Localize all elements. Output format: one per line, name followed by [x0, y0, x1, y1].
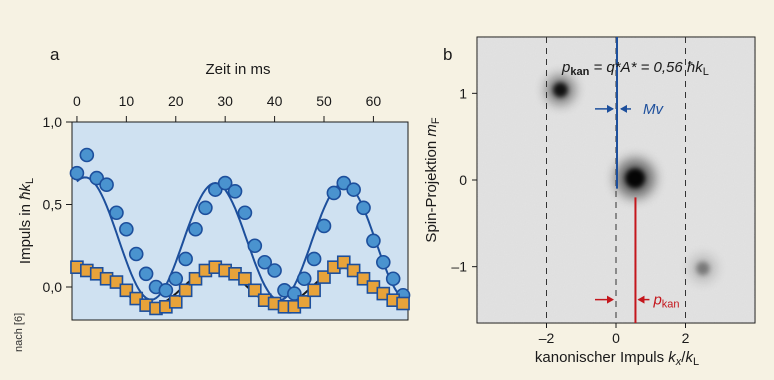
panel-a-point-square	[238, 271, 252, 286]
panel-a-point-square	[396, 296, 410, 311]
panel-b-spot-core	[625, 168, 646, 189]
panel-b-blue-arrow-label: Mv	[643, 101, 664, 118]
panel-a-point-circle	[188, 221, 203, 237]
panel-b-x-tick-label: 0	[612, 330, 620, 346]
panel-a-point-square	[346, 263, 361, 278]
panel-a-point-square	[188, 271, 203, 286]
panel-a-x-tick-label: 50	[316, 93, 332, 109]
panel-a-x-tick-label: 30	[217, 93, 233, 109]
panel-a-y-axis-title: Impuls in ħkL	[17, 178, 36, 264]
panel-b-y-ticks: 1 0 –1	[451, 85, 477, 275]
panel-a-point-circle	[326, 185, 342, 201]
panel-b-spots	[546, 75, 716, 282]
panel-a-point-square	[336, 255, 351, 270]
panel-a-point-circle	[296, 271, 312, 287]
panel-a: a Zeit in ms Impuls in ħkL 0 10 20 30 40 50 60…	[17, 45, 411, 321]
panel-a-point-square	[307, 283, 321, 298]
panel-a-point-square	[119, 283, 134, 298]
panel-a-x-tick-label: 60	[366, 93, 382, 109]
panel-a-point-circle	[237, 205, 253, 221]
panel-a-point-square	[297, 295, 312, 309]
panel-a-point-circle	[247, 238, 263, 254]
panel-a-point-circle	[207, 182, 223, 197]
panel-b-y-tick-label: 0	[459, 172, 467, 188]
panel-b-x-tick-label: 2	[682, 330, 690, 346]
panel-a-point-circle	[346, 182, 361, 197]
panel-b-red-arrowhead-left	[607, 295, 614, 304]
panel-a-point-circle	[356, 200, 371, 216]
panel-a-point-circle	[227, 184, 243, 199]
panel-b-spot-core	[696, 261, 710, 276]
panel-b-letter: b	[443, 45, 452, 64]
panel-b-red-arrow-label: pkan	[652, 292, 679, 311]
panel-a-data-points	[69, 147, 411, 316]
panel-a-x-tick-label: 40	[267, 93, 283, 109]
panel-a-point-circle	[198, 200, 213, 216]
panel-a-point-square	[356, 271, 371, 286]
panel-a-point-circle	[375, 254, 391, 270]
panel-b-x-ticks: –2 0 2	[539, 323, 690, 346]
panel-a-point-circle	[316, 218, 332, 234]
panel-a-point-circle	[79, 147, 95, 163]
panel-a-x-tick-label: 10	[119, 93, 135, 109]
panel-a-point-circle	[89, 170, 105, 186]
panel-b-momentum-lines	[616, 37, 637, 323]
panel-a-point-circle	[306, 251, 322, 267]
panel-b-blue-arrowhead-right	[620, 104, 627, 113]
panel-b-x-tick-label: –2	[539, 330, 555, 346]
panel-a-point-square	[178, 283, 193, 298]
panel-a-point-circle	[138, 266, 154, 282]
panel-b-red-arrowhead-right	[637, 295, 645, 304]
panel-a-x-axis-title: Zeit in ms	[205, 61, 270, 78]
credit-text: nach [6]	[13, 313, 25, 352]
panel-a-point-circle	[128, 246, 144, 262]
panel-a-x-tick-label: 20	[168, 93, 184, 109]
panel-a-y-tick-label: 0,5	[43, 197, 63, 213]
panel-b-y-axis-title: Spin-Projektion mF	[423, 117, 442, 242]
panel-a-point-circle	[158, 282, 174, 298]
panel-b-x-axis-title: kanonischer Impuls kx/kL	[535, 349, 699, 368]
panel-a-x-ticks: 0 10 20 30 40 50 60	[73, 93, 381, 122]
panel-a-point-circle	[267, 263, 282, 278]
panel-a-point-circle	[119, 221, 134, 237]
panel-a-point-square	[248, 283, 262, 298]
panel-a-x-tick-label: 0	[73, 93, 81, 109]
panel-a-point-circle	[178, 251, 193, 267]
panel-a-point-circle	[366, 233, 381, 249]
panel-a-point-square	[317, 270, 331, 284]
panel-a-point-circle	[109, 205, 124, 221]
panel-b: b –2 0 2 1 0 –1 Mv pkan pkan = q*A* = 0,56 ħkL…	[423, 36, 756, 368]
panel-a-y-tick-label: 1,0	[43, 114, 63, 130]
panel-b-spot-core	[553, 82, 568, 98]
panel-a-point-circle	[168, 271, 184, 287]
panel-a-point-circle	[257, 254, 273, 270]
panel-b-blue-arrowhead-left	[607, 104, 614, 113]
panel-a-point-square	[168, 295, 183, 309]
panel-b-annotations: Mv pkan pkan = q*A* = 0,56 ħkL	[561, 59, 709, 311]
panel-a-point-circle	[69, 165, 85, 181]
panel-a-point-circle	[385, 271, 401, 287]
panel-a-y-tick-label: 0,0	[43, 279, 63, 295]
panel-a-point-circle	[99, 177, 114, 192]
panel-a-point-circle	[217, 175, 233, 191]
panel-a-point-circle	[336, 175, 352, 191]
panel-a-letter: a	[50, 45, 60, 64]
panel-b-formula: pkan = q*A* = 0,56 ħkL	[561, 59, 709, 78]
panel-a-y-ticks: 1,0 0,5 0,0	[43, 114, 72, 295]
panel-a-point-square	[109, 275, 124, 289]
panel-b-y-tick-label: –1	[451, 259, 467, 275]
panel-b-y-tick-label: 1	[459, 85, 467, 101]
